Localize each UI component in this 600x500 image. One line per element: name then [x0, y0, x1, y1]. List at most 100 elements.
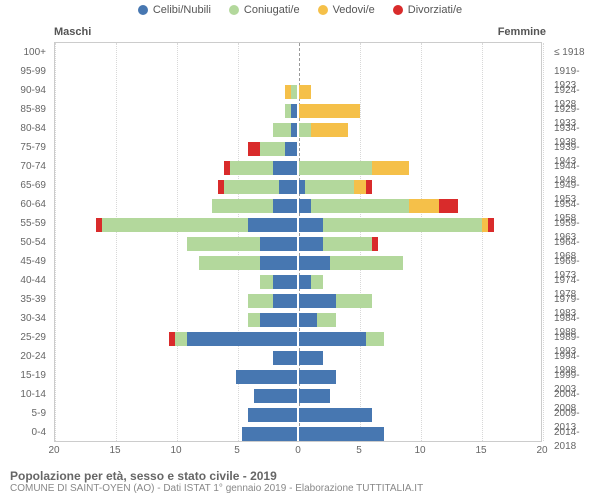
- bar-male: [230, 161, 273, 175]
- legend-item: Celibi/Nubili: [138, 4, 211, 16]
- age-label: 65-69: [0, 179, 50, 193]
- legend-swatch: [318, 5, 328, 15]
- chart-subtitle: COMUNE DI SAINT-OYEN (AO) - Dati ISTAT 1…: [10, 483, 590, 494]
- bar-male: [285, 85, 291, 99]
- bar-female: [299, 294, 336, 308]
- age-label: 70-74: [0, 160, 50, 174]
- bar-female: [330, 256, 403, 270]
- bar-female: [311, 199, 409, 213]
- gender-right-label: Femmine: [498, 26, 546, 38]
- x-tick-label: 15: [109, 445, 120, 456]
- bar-male: [260, 313, 297, 327]
- bar-female: [299, 313, 317, 327]
- bar-male: [248, 142, 260, 156]
- age-label: 25-29: [0, 331, 50, 345]
- bar-male: [224, 161, 230, 175]
- x-tick-label: 5: [234, 445, 240, 456]
- age-label: 45-49: [0, 255, 50, 269]
- age-label: 60-64: [0, 198, 50, 212]
- bar-male: [187, 332, 297, 346]
- plot-area: [54, 42, 542, 442]
- bar-female: [323, 218, 482, 232]
- legend-swatch: [393, 5, 403, 15]
- bar-female: [299, 199, 311, 213]
- bar-male: [212, 199, 273, 213]
- x-tick-label: 10: [170, 445, 181, 456]
- legend-label: Coniugati/e: [244, 4, 300, 16]
- x-tick-label: 15: [475, 445, 486, 456]
- age-label: 30-34: [0, 312, 50, 326]
- bar-male: [96, 218, 102, 232]
- bar-female: [299, 218, 323, 232]
- bar-male: [187, 237, 260, 251]
- age-label: 35-39: [0, 293, 50, 307]
- legend-label: Celibi/Nubili: [153, 4, 211, 16]
- bar-male: [175, 332, 187, 346]
- bar-male: [273, 351, 297, 365]
- bar-female: [299, 370, 336, 384]
- bar-male: [279, 180, 297, 194]
- bar-female: [372, 161, 409, 175]
- legend-label: Vedovi/e: [333, 4, 375, 16]
- bar-male: [273, 199, 297, 213]
- legend-label: Divorziati/e: [408, 4, 462, 16]
- legend: Celibi/Nubili Coniugati/e Vedovi/e Divorzia…: [0, 0, 600, 16]
- bar-male: [218, 180, 224, 194]
- age-label: 55-59: [0, 217, 50, 231]
- bar-female: [299, 332, 366, 346]
- bar-male: [273, 161, 297, 175]
- age-label: 90-94: [0, 84, 50, 98]
- bar-female: [317, 313, 335, 327]
- bar-male: [291, 123, 297, 137]
- x-tick-label: 5: [356, 445, 362, 456]
- legend-swatch: [229, 5, 239, 15]
- bar-male: [291, 85, 297, 99]
- bar-female: [336, 294, 373, 308]
- bar-male: [248, 294, 272, 308]
- bar-female: [366, 332, 384, 346]
- age-label: 5-9: [0, 407, 50, 421]
- bar-male: [260, 142, 284, 156]
- bar-male: [224, 180, 279, 194]
- bar-male: [285, 104, 291, 118]
- bar-female: [409, 199, 440, 213]
- bar-female: [299, 256, 330, 270]
- bar-male: [248, 313, 260, 327]
- bar-female: [366, 180, 372, 194]
- bar-male: [273, 123, 291, 137]
- bar-female: [488, 218, 494, 232]
- birthyear-label: 2014-2018: [550, 426, 600, 454]
- bar-female: [299, 351, 323, 365]
- x-tick-label: 20: [48, 445, 59, 456]
- age-label: 100+: [0, 46, 50, 60]
- bar-male: [248, 408, 297, 422]
- bar-female: [299, 408, 372, 422]
- bar-male: [102, 218, 248, 232]
- bar-male: [291, 104, 297, 118]
- age-label: 75-79: [0, 141, 50, 155]
- bar-male: [242, 427, 297, 441]
- bar-female: [323, 237, 372, 251]
- bar-female: [439, 199, 457, 213]
- bar-male: [285, 142, 297, 156]
- bar-male: [260, 256, 297, 270]
- bar-female: [311, 123, 348, 137]
- bar-female: [299, 427, 384, 441]
- bar-female: [372, 237, 378, 251]
- bar-male: [248, 218, 297, 232]
- bar-female: [311, 275, 323, 289]
- birthyear-label: ≤ 1918: [550, 46, 600, 60]
- age-label: 95-99: [0, 65, 50, 79]
- legend-item: Vedovi/e: [318, 4, 375, 16]
- age-label: 40-44: [0, 274, 50, 288]
- chart-title: Popolazione per età, sesso e stato civil…: [10, 469, 590, 483]
- age-label: 80-84: [0, 122, 50, 136]
- bar-male: [273, 275, 297, 289]
- footer: Popolazione per età, sesso e stato civil…: [10, 469, 590, 494]
- x-tick-label: 20: [536, 445, 547, 456]
- bar-female: [299, 275, 311, 289]
- legend-item: Divorziati/e: [393, 4, 462, 16]
- bar-female: [299, 237, 323, 251]
- bar-male: [273, 294, 297, 308]
- bar-female: [299, 123, 311, 137]
